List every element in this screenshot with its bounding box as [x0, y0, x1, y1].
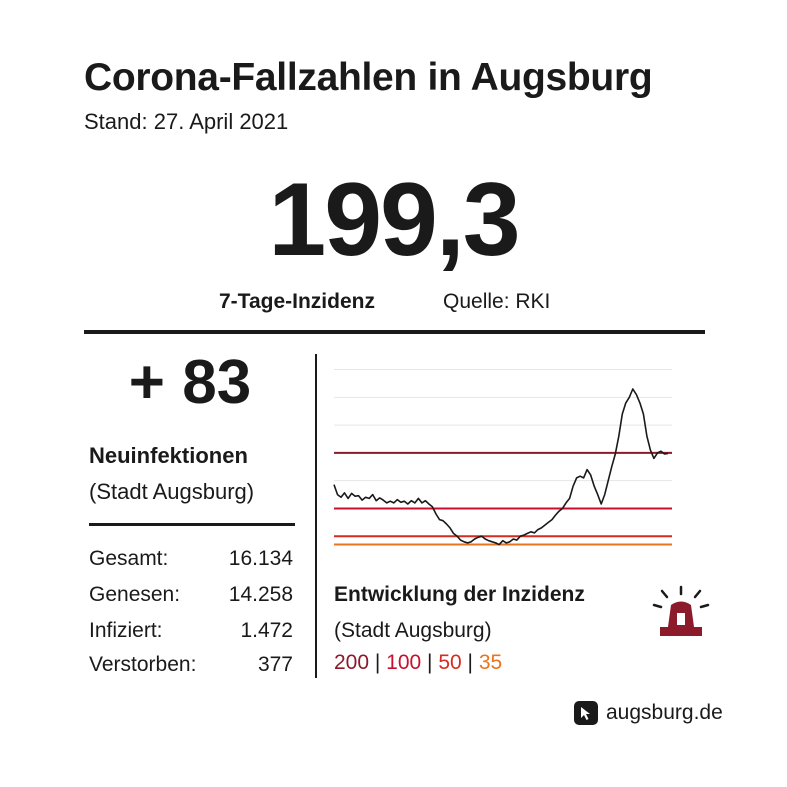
legend-separator: |	[461, 651, 479, 674]
stat-row-recovered: Genesen: 14.258	[89, 583, 293, 611]
stat-row-deaths: Verstorben: 377	[89, 653, 293, 681]
new-infections-label: Neuinfektionen	[89, 443, 248, 468]
column-divider	[315, 354, 317, 678]
source-label: Quelle: RKI	[443, 290, 551, 313]
siren-icon	[652, 585, 710, 636]
stat-label: Genesen:	[89, 583, 181, 606]
new-infections-value: + 83	[128, 348, 252, 417]
incidence-label: 7-Tage-Inzidenz	[219, 290, 375, 313]
legend-100: 100	[386, 651, 422, 674]
stat-value: 1.472	[240, 619, 293, 642]
series-line-incidence	[333, 388, 669, 546]
brand-link[interactable]: augsburg.de	[606, 701, 723, 724]
stat-value: 14.258	[228, 583, 293, 606]
stat-row-total: Gesamt: 16.134	[89, 547, 293, 575]
stat-label: Infiziert:	[89, 619, 163, 642]
threshold-legend: 200 | 100 | 50 | 35	[334, 651, 502, 675]
cursor-icon	[574, 701, 598, 725]
threshold-lines	[334, 451, 672, 546]
legend-200: 200	[334, 651, 370, 674]
stat-value: 16.134	[228, 547, 293, 570]
header-divider	[84, 330, 705, 334]
report-date: Stand: 27. April 2021	[84, 109, 289, 134]
brand: augsburg.de	[574, 701, 723, 725]
legend-50: 50	[438, 651, 462, 674]
series-lines	[333, 388, 669, 546]
new-infections-sublabel: (Stadt Augsburg)	[89, 479, 255, 504]
chart-subtitle: (Stadt Augsburg)	[334, 619, 492, 642]
legend-35: 35	[478, 651, 503, 674]
incidence-chart	[333, 369, 672, 546]
legend-separator: |	[421, 651, 439, 674]
page-title: Corona-Fallzahlen in Augsburg	[84, 56, 653, 99]
chart-title: Entwicklung der Inzidenz	[334, 583, 585, 606]
stat-label: Gesamt:	[89, 547, 169, 570]
legend-separator: |	[369, 651, 387, 674]
stat-row-infected: Infiziert: 1.472	[89, 619, 293, 647]
stats-divider	[89, 523, 295, 526]
incidence-value: 199,3	[268, 162, 520, 278]
stat-value: 377	[257, 653, 293, 676]
stat-label: Verstorben:	[89, 653, 197, 676]
